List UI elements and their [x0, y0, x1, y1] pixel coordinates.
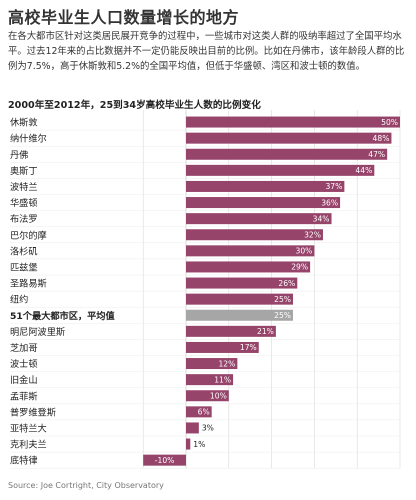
category-label: 底特律 — [10, 455, 38, 467]
average-bar — [186, 309, 293, 321]
data-label: 34% — [313, 214, 330, 223]
category-label: 亚特兰大 — [10, 422, 47, 434]
bar — [186, 277, 298, 289]
intro-paragraph: 在各大都市区针对这类居民展开竞争的过程中，一些城市对这类人群的吸纳率超过了全国平… — [8, 31, 405, 72]
chart-title: 2000年至2012年，25到34岁高校毕业生人数的比例变化 — [8, 100, 261, 111]
category-label: 纳什维尔 — [10, 133, 47, 145]
bar — [186, 245, 315, 257]
bar — [186, 358, 238, 370]
data-label: 21% — [257, 327, 274, 336]
bar-chart: 50%48%47%44%37%36%34%32%30%29%26%25%25%2… — [10, 110, 401, 469]
category-label: 丹佛 — [10, 149, 28, 161]
bar — [186, 213, 332, 225]
data-label: 25% — [274, 295, 291, 304]
bar — [186, 406, 212, 418]
category-label: 51个最大都市区，平均值 — [10, 310, 115, 322]
bar — [186, 325, 276, 337]
bar — [186, 390, 229, 402]
data-label: 11% — [214, 375, 231, 384]
bar — [186, 116, 400, 128]
data-label: 6% — [198, 408, 210, 417]
category-label: 匹兹堡 — [10, 261, 38, 273]
bar — [186, 148, 388, 160]
category-label: 纽约 — [10, 294, 28, 306]
data-label: 48% — [373, 134, 390, 143]
category-label: 波特兰 — [10, 181, 38, 193]
category-label: 普罗维登斯 — [10, 406, 56, 418]
data-label: 1% — [193, 440, 205, 449]
category-label: 明尼阿波里斯 — [10, 326, 65, 338]
bar — [186, 341, 259, 353]
category-label: 奥斯丁 — [10, 165, 38, 177]
data-label: 3% — [202, 424, 214, 433]
data-label: 36% — [321, 198, 338, 207]
data-label: 30% — [296, 247, 313, 256]
data-label: 32% — [304, 230, 321, 239]
data-label: 47% — [368, 150, 385, 159]
bars: 50%48%47%44%37%36%34%32%30%29%26%25%25%2… — [143, 116, 400, 466]
category-label: 圣路易斯 — [10, 278, 47, 290]
category-label: 芝加哥 — [10, 342, 38, 354]
category-label: 波士顿 — [10, 358, 38, 370]
bar — [186, 422, 199, 434]
bar — [186, 374, 234, 386]
data-label: 29% — [291, 263, 308, 272]
bar — [186, 197, 341, 209]
bar — [186, 293, 293, 305]
category-label: 洛杉矶 — [10, 245, 38, 257]
data-label: 17% — [240, 343, 257, 352]
data-label: 26% — [278, 279, 295, 288]
data-label: 44% — [355, 166, 372, 175]
bar — [186, 132, 392, 144]
data-label: -10% — [155, 456, 175, 465]
category-label: 休斯敦 — [10, 117, 38, 129]
bar — [143, 454, 186, 466]
source-note: Source: Joe Cortright, City Observatory — [8, 481, 164, 490]
category-label: 旧金山 — [10, 374, 38, 386]
bar — [186, 438, 191, 450]
data-label: 37% — [325, 182, 342, 191]
bar — [186, 229, 323, 241]
data-label: 50% — [381, 118, 398, 127]
category-label: 巴尔的摩 — [10, 229, 47, 241]
category-label: 华盛顿 — [10, 197, 38, 209]
data-label: 10% — [210, 391, 227, 400]
data-label: 12% — [218, 359, 235, 368]
bar — [186, 180, 345, 192]
bar — [186, 261, 311, 273]
category-label: 布法罗 — [10, 213, 38, 225]
category-label: 克利夫兰 — [10, 439, 47, 451]
bar — [186, 164, 375, 176]
category-label: 孟菲斯 — [10, 390, 38, 402]
page-title: 高校毕业生人口数量增长的地方 — [8, 8, 240, 27]
data-label: 25% — [274, 311, 291, 320]
